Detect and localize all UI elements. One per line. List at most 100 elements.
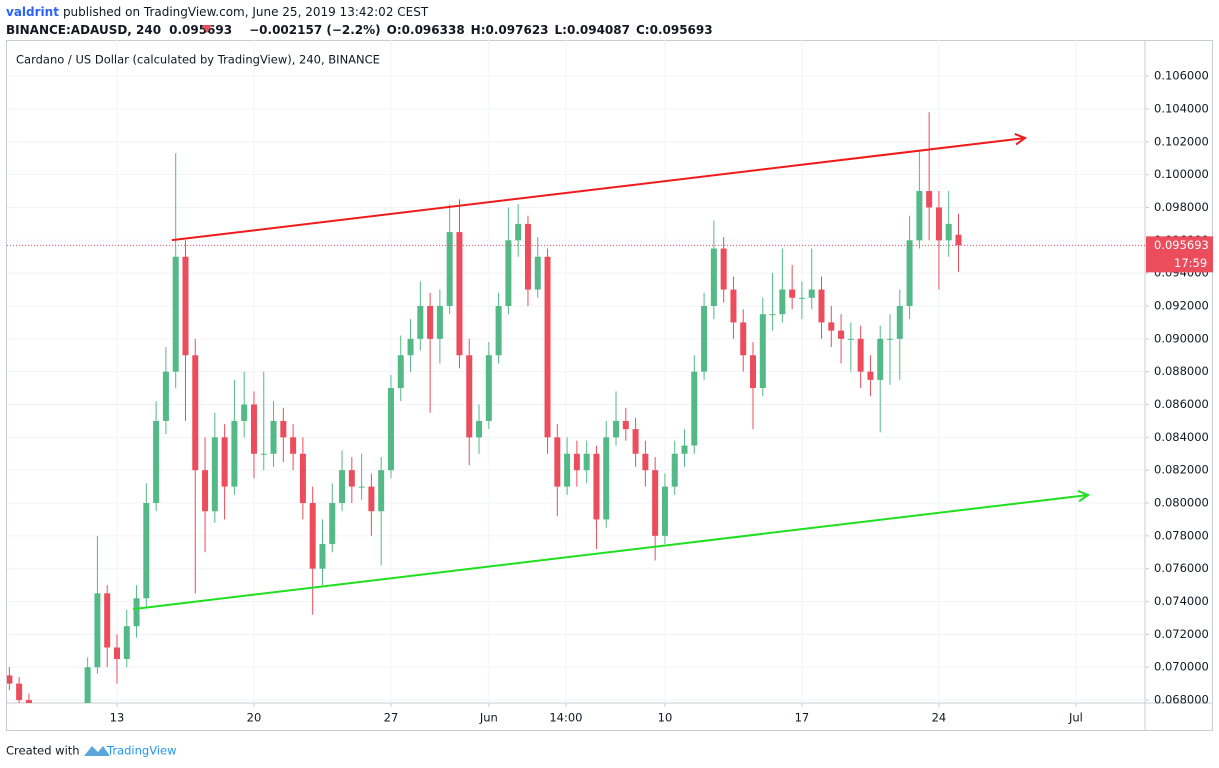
y-tick-label: 0.090000 bbox=[1154, 331, 1209, 345]
candle-body bbox=[661, 486, 668, 536]
close-label: C:0.095693 bbox=[636, 23, 713, 37]
x-tick-label: 20 bbox=[247, 711, 262, 725]
candle-body bbox=[838, 330, 845, 339]
candle-body bbox=[730, 289, 737, 323]
candle-body bbox=[378, 470, 385, 512]
candle-body bbox=[642, 453, 649, 471]
author[interactable]: valdrint bbox=[6, 5, 59, 19]
x-tick-label: 24 bbox=[932, 711, 947, 725]
x-tick-label: 13 bbox=[110, 711, 125, 725]
candle-body bbox=[358, 486, 365, 488]
axes: 0.068000 0.070000 0.072000 0.074000 0.076000… bbox=[110, 69, 1213, 725]
candle-body bbox=[652, 470, 659, 536]
brand[interactable]: TradingView bbox=[106, 744, 176, 758]
candle-body bbox=[407, 338, 414, 356]
candle-body bbox=[808, 289, 815, 298]
candle-body bbox=[681, 445, 688, 454]
candle-body bbox=[231, 420, 238, 487]
last-price-box bbox=[1146, 236, 1213, 273]
candle-body bbox=[485, 355, 492, 421]
candle-body bbox=[339, 470, 346, 504]
y-tick-label: 0.088000 bbox=[1154, 364, 1209, 378]
candle-body bbox=[720, 248, 727, 290]
candle-body bbox=[935, 207, 942, 241]
x-tick-label: Jul bbox=[1068, 711, 1083, 725]
candle-body bbox=[436, 305, 443, 339]
candle-body bbox=[750, 355, 757, 389]
x-tick-label: 27 bbox=[384, 711, 399, 725]
trend-arrow bbox=[1077, 489, 1091, 503]
candle-body bbox=[554, 437, 561, 487]
candle-body bbox=[250, 404, 257, 454]
candle-body bbox=[896, 305, 903, 339]
candle-body bbox=[221, 437, 228, 487]
candle-body bbox=[877, 338, 884, 380]
candle-body bbox=[926, 191, 933, 208]
published: published on TradingView.com, June 25, 2… bbox=[63, 5, 429, 19]
symbol: BINANCE:ADAUSD, 240 bbox=[6, 23, 161, 37]
candle-body bbox=[202, 470, 209, 512]
low-label: L:0.094087 bbox=[555, 23, 630, 37]
candle-body bbox=[84, 667, 91, 703]
candle-body bbox=[387, 388, 394, 471]
candle-body bbox=[524, 223, 531, 290]
candle-body bbox=[476, 420, 483, 438]
trend-line bbox=[132, 493, 1089, 611]
candle-body bbox=[133, 598, 140, 627]
candle-body bbox=[153, 420, 160, 504]
candle-body bbox=[505, 240, 512, 306]
candle-body bbox=[671, 453, 678, 487]
footer: Created with bbox=[6, 744, 80, 758]
candle-body bbox=[534, 256, 541, 290]
candle-body bbox=[446, 232, 453, 306]
candle-body bbox=[427, 305, 434, 339]
x-tick-label: 10 bbox=[658, 711, 673, 725]
high-label: H:0.097623 bbox=[471, 23, 549, 37]
x-tick-label: 14:00 bbox=[549, 711, 582, 725]
symbol-line: BINANCE:ADAUSD, 240 0.095693 −0.002157 (−2… bbox=[6, 23, 713, 37]
candle-body bbox=[779, 289, 786, 315]
change: −0.002157 (−2.2%) bbox=[249, 23, 381, 37]
candle-body bbox=[759, 314, 766, 389]
trend-line bbox=[171, 137, 1026, 242]
y-tick-label: 0.078000 bbox=[1154, 528, 1209, 542]
y-tick-label: 0.070000 bbox=[1154, 660, 1209, 674]
candle-body bbox=[270, 420, 277, 454]
candle-body bbox=[280, 420, 287, 438]
candle-body bbox=[593, 453, 600, 520]
candle-body bbox=[583, 453, 590, 471]
candle-body bbox=[417, 305, 424, 339]
candle-body bbox=[916, 191, 923, 241]
frame bbox=[6, 40, 1213, 731]
last-price: 0.095693 bbox=[169, 23, 232, 37]
candle-body bbox=[397, 355, 404, 389]
header-line: valdrint published on TradingView.com, Ju… bbox=[6, 5, 429, 19]
candle-body bbox=[769, 314, 776, 316]
candle-body bbox=[847, 338, 854, 340]
candle-body bbox=[211, 437, 218, 512]
y-tick-label: 0.068000 bbox=[1154, 693, 1209, 707]
candle-body bbox=[290, 437, 297, 454]
candle-body bbox=[348, 470, 355, 487]
candle-body bbox=[906, 240, 913, 306]
candle-body bbox=[143, 503, 150, 599]
candle-body bbox=[456, 232, 463, 356]
candle-body bbox=[613, 420, 620, 438]
y-tick-label: 0.100000 bbox=[1154, 167, 1209, 181]
candle-body bbox=[299, 453, 306, 504]
candle-body bbox=[955, 234, 962, 246]
y-tick-label: 0.072000 bbox=[1154, 627, 1209, 641]
x-tick-label: Jun bbox=[479, 711, 498, 725]
y-tick-label: 0.106000 bbox=[1154, 69, 1209, 83]
trend-arrow bbox=[1014, 133, 1028, 146]
candle-body bbox=[192, 355, 199, 471]
candle-body bbox=[162, 371, 169, 421]
candle-body bbox=[710, 248, 717, 306]
y-tick-label: 0.104000 bbox=[1154, 101, 1209, 115]
chart-title: Cardano / US Dollar (calculated by Tradi… bbox=[16, 53, 380, 67]
candle-body bbox=[368, 486, 375, 512]
candle-body bbox=[818, 289, 825, 323]
y-tick-label: 0.076000 bbox=[1154, 561, 1209, 575]
